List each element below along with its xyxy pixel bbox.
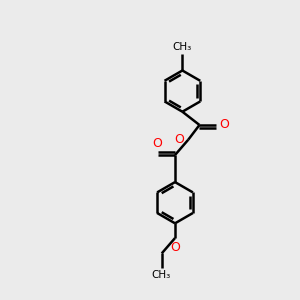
- Text: CH₃: CH₃: [173, 42, 192, 52]
- Text: CH₃: CH₃: [152, 270, 171, 280]
- Text: O: O: [220, 118, 230, 131]
- Text: O: O: [170, 241, 180, 254]
- Text: O: O: [152, 137, 162, 150]
- Text: O: O: [174, 133, 184, 146]
